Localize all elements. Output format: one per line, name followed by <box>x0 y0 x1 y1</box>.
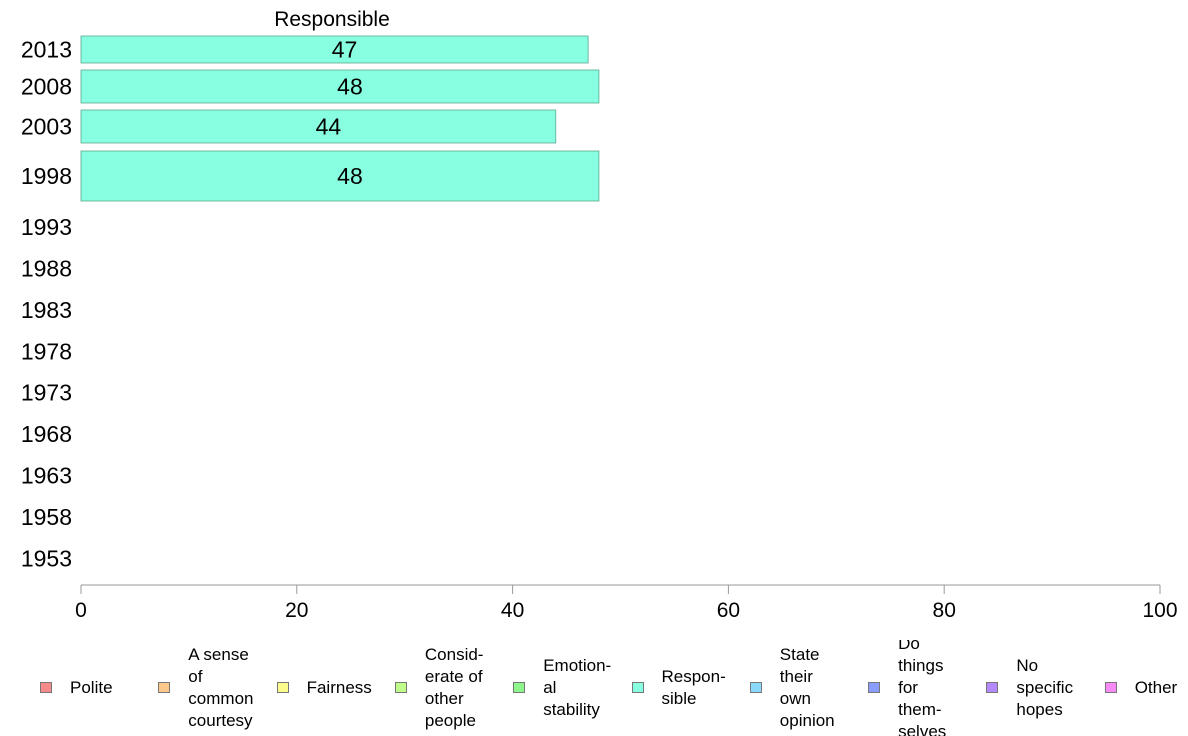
x-tick-label: 80 <box>933 599 956 622</box>
legend-swatch <box>276 682 289 693</box>
y-tick-label: 1958 <box>21 504 72 530</box>
legend-label: Polite <box>70 678 113 697</box>
y-tick-label: 1998 <box>21 163 72 189</box>
legend-swatch <box>986 682 999 693</box>
bar-value-label: 47 <box>332 37 358 63</box>
legend-swatch <box>749 682 762 693</box>
y-tick-label: 2013 <box>21 37 72 63</box>
bar <box>80 109 557 144</box>
x-tick-label: 60 <box>717 599 740 622</box>
y-tick-label: 1973 <box>21 380 72 406</box>
y-tick-label: 1993 <box>21 214 72 240</box>
legend-label: Other <box>1134 678 1178 697</box>
legend-swatch <box>40 682 52 693</box>
x-tick-label: 20 <box>285 599 308 622</box>
legend-swatch <box>513 682 526 693</box>
chart-title: Responsible <box>274 8 390 31</box>
legend: Polite A sense of common courtesy Fairness… <box>0 640 1188 736</box>
legend-label: State their own opinion <box>779 645 835 730</box>
y-tick-label: 1963 <box>21 463 72 489</box>
x-tick-label: 100 <box>1142 599 1177 622</box>
bar <box>80 150 600 202</box>
legend-label: No specific hopes <box>1016 656 1074 719</box>
y-tick-label: 2008 <box>21 74 72 100</box>
legend-swatch <box>394 682 407 693</box>
x-tick-label: 40 <box>501 599 524 622</box>
y-tick-label: 1978 <box>21 339 72 365</box>
legend-label: Emotion- al stability <box>543 656 612 719</box>
legend-label: A sense of common courtesy <box>188 645 254 730</box>
y-tick-label: 2003 <box>21 114 72 140</box>
y-tick-label: 1953 <box>21 546 72 572</box>
bar-chart: Responsible 47 48 44 48 2013 2008 2003 1998 199… <box>21 8 1178 622</box>
bar-value-label: 44 <box>316 114 342 140</box>
x-tick-label: 0 <box>75 599 87 622</box>
y-tick-label: 1983 <box>21 297 72 323</box>
legend-swatch <box>631 682 644 693</box>
legend-label: Consid- erate of other people <box>424 645 484 730</box>
legend-swatch <box>868 682 881 693</box>
legend-label: Fairness <box>306 678 372 697</box>
bar <box>80 35 589 64</box>
bar-value-label: 48 <box>337 74 363 100</box>
legend-label: Do things for them- selves <box>898 640 947 736</box>
legend-label: Respon- sible <box>661 667 726 708</box>
legend-swatch <box>158 682 171 693</box>
y-tick-label: 1988 <box>21 256 72 282</box>
bar <box>80 69 600 104</box>
y-tick-label: 1968 <box>21 421 72 447</box>
legend-swatch <box>1104 682 1117 693</box>
bar-value-label: 48 <box>337 163 363 189</box>
